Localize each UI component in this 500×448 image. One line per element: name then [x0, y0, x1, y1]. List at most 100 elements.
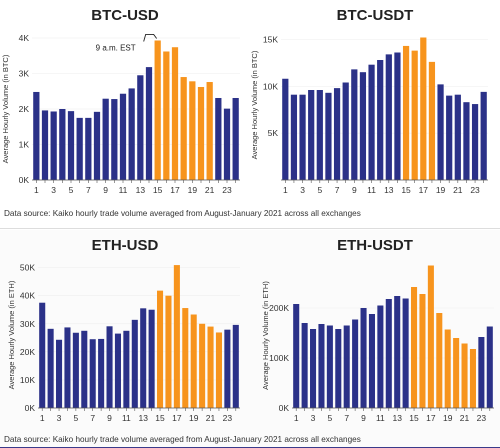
- x-tick-label: 9: [107, 413, 112, 423]
- bar: [377, 305, 384, 408]
- y-tick-label: 5K: [268, 128, 279, 138]
- bar: [360, 308, 367, 408]
- x-tick-label: 5: [328, 413, 333, 423]
- x-tick-label: 15: [153, 185, 163, 195]
- divider: [0, 228, 500, 229]
- bar: [463, 102, 470, 180]
- bar: [223, 108, 231, 180]
- bar: [310, 329, 317, 408]
- x-tick-label: 17: [172, 413, 182, 423]
- y-tick-label: 0K: [279, 403, 290, 413]
- y-axis-label: Average Hourly Volume (in BTC): [1, 54, 10, 163]
- y-tick-label: 10K: [20, 375, 35, 385]
- chart-btc-usd: BTC-USD 0K 1K 2K 3K 4K Average Hourly Volume …: [0, 0, 250, 205]
- bar: [64, 327, 71, 408]
- bar: [446, 95, 453, 180]
- annotation-label: 9 a.m. EST: [96, 43, 136, 52]
- x-tick-label: 21: [453, 185, 463, 195]
- bar: [199, 323, 206, 408]
- chart-title: ETH-USD: [91, 237, 159, 254]
- bar: [232, 324, 239, 408]
- x-tick-label: 3: [300, 185, 305, 195]
- bar: [93, 111, 101, 180]
- bar: [293, 304, 300, 408]
- bar: [119, 93, 127, 180]
- y-tick-label: 100K: [269, 353, 289, 363]
- bar: [106, 326, 113, 408]
- bar: [411, 287, 418, 408]
- x-tick-label: 13: [384, 185, 394, 195]
- y-tick-label: 10K: [263, 81, 278, 91]
- y-tick-label: 4K: [19, 33, 30, 43]
- x-tick-label: 23: [477, 413, 487, 423]
- bar: [299, 94, 306, 180]
- bar: [333, 88, 341, 180]
- bar: [282, 78, 289, 180]
- chart-eth-usd: ETH-USD 0K 10K 20K 30K 40K 50K Average Hourly …: [0, 230, 250, 430]
- x-tick-label: 1: [294, 413, 299, 423]
- chart-title: BTC-USD: [91, 7, 159, 24]
- x-tick-label: 23: [222, 185, 232, 195]
- x-tick-label: 5: [69, 185, 74, 195]
- bar: [420, 37, 427, 180]
- bar: [180, 77, 187, 180]
- y-tick-label: 0K: [25, 403, 36, 413]
- bar: [114, 333, 121, 408]
- x-tick-label: 11: [119, 185, 128, 195]
- bar: [301, 323, 308, 408]
- bar: [206, 82, 213, 180]
- x-tick-label: 21: [205, 185, 215, 195]
- bar: [89, 339, 96, 408]
- bar: [359, 72, 367, 180]
- bar: [325, 92, 332, 180]
- bar: [385, 54, 392, 180]
- y-tick-label: 2K: [19, 104, 30, 114]
- x-tick-label: 23: [223, 413, 233, 423]
- x-tick-label: 9: [361, 413, 366, 423]
- x-tick-label: 23: [470, 185, 480, 195]
- bar: [471, 104, 479, 180]
- bar: [131, 319, 138, 408]
- x-tick-label: 17: [419, 185, 429, 195]
- bar: [197, 86, 205, 180]
- bar: [154, 40, 161, 180]
- bar: [428, 61, 436, 180]
- bar: [72, 332, 79, 408]
- bar: [76, 117, 83, 180]
- x-tick-label: 11: [122, 413, 131, 423]
- bar: [189, 81, 196, 180]
- x-tick-label: 3: [57, 413, 62, 423]
- y-tick-label: 15K: [263, 34, 278, 44]
- bar: [85, 117, 92, 180]
- bar: [316, 90, 323, 180]
- bar: [81, 330, 88, 408]
- bar: [454, 94, 461, 180]
- x-tick-label: 17: [170, 185, 180, 195]
- bar: [59, 109, 66, 180]
- chart-title: BTC-USDT: [336, 7, 414, 24]
- bar: [98, 338, 105, 408]
- x-tick-label: 5: [74, 413, 79, 423]
- bar: [163, 51, 170, 180]
- bar: [39, 302, 46, 408]
- bar: [140, 308, 147, 408]
- y-axis-label: Average Hourly Volume (in ETH): [7, 280, 16, 389]
- bar: [352, 319, 359, 408]
- bar: [56, 339, 63, 408]
- chart-svg: 0K 10K 20K 30K 40K 50K Average Hourly Volume (…: [7, 263, 240, 423]
- x-tick-label: 13: [138, 413, 148, 423]
- y-tick-label: 200K: [269, 303, 289, 313]
- bar: [486, 326, 493, 408]
- bar: [318, 324, 325, 408]
- y-axis-label: Average Hourly Volume (in ETH): [261, 281, 270, 390]
- chart-btc-usdt: BTC-USDT 5K 10K 15K Average Hourly Volume (…: [250, 0, 500, 205]
- x-tick-label: 17: [426, 413, 436, 423]
- source-note: Data source: Kaiko hourly trade volume a…: [4, 435, 361, 444]
- bar: [47, 328, 54, 408]
- x-tick-label: 3: [311, 413, 316, 423]
- bar: [190, 314, 197, 408]
- bar: [145, 67, 153, 180]
- bar: [290, 94, 298, 180]
- bar: [394, 52, 401, 180]
